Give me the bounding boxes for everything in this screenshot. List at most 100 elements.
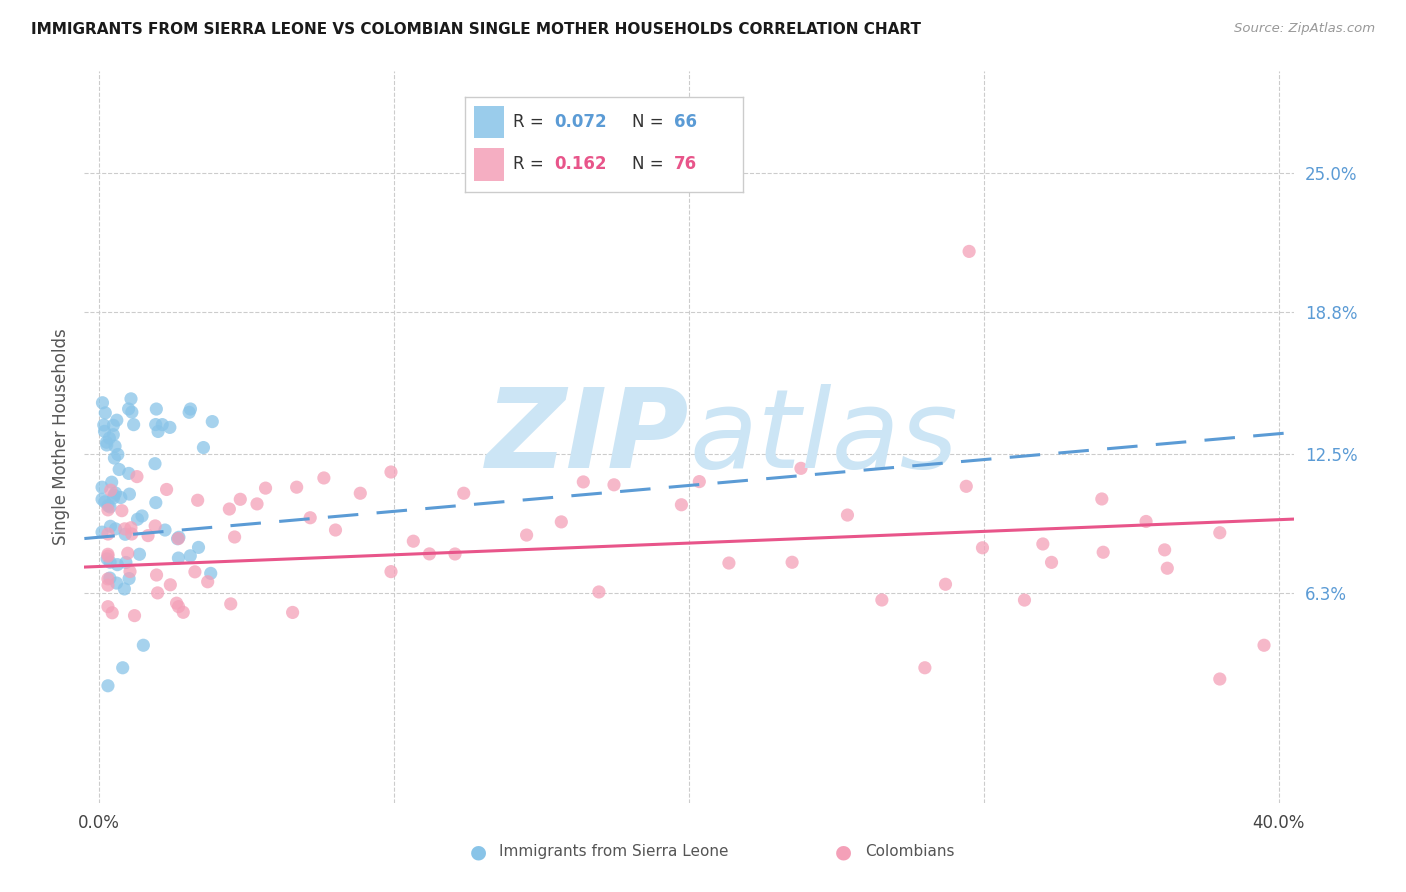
Point (115, 556, 138, 570)
Point (790, 461, 813, 475)
Point (1153, 542, 1175, 557)
Point (1092, 545, 1115, 559)
Point (281, 606, 304, 620)
Point (1156, 561, 1178, 575)
Point (1253, 638, 1275, 652)
Point (96, 552, 118, 566)
Point (97, 527, 120, 541)
Point (145, 402, 167, 417)
Point (219, 597, 242, 611)
Point (166, 596, 188, 610)
Point (145, 417, 167, 432)
Point (516, 528, 538, 542)
Point (197, 574, 219, 589)
Point (118, 565, 141, 579)
Point (114, 522, 136, 536)
Point (588, 585, 610, 599)
Point (103, 427, 125, 442)
Point (1209, 525, 1232, 540)
Point (184, 565, 207, 579)
Point (179, 405, 201, 419)
Point (955, 479, 977, 493)
Point (100, 483, 122, 497)
Point (101, 606, 124, 620)
Point (97, 503, 120, 517)
Text: Immigrants from Sierra Leone: Immigrants from Sierra Leone (499, 845, 728, 859)
Point (153, 523, 176, 537)
Point (124, 608, 146, 623)
Point (671, 498, 693, 512)
Point (246, 497, 269, 511)
Point (125, 469, 148, 483)
Point (603, 478, 626, 492)
Point (103, 418, 125, 433)
Point (97, 549, 120, 563)
Point (93, 425, 115, 439)
Point (110, 491, 132, 505)
Text: IMMIGRANTS FROM SIERRA LEONE VS COLOMBIAN SINGLE MOTHER HOUSEHOLDS CORRELATION C: IMMIGRANTS FROM SIERRA LEONE VS COLOMBIA… (31, 22, 921, 37)
Point (97, 572, 120, 586)
Point (1209, 672, 1232, 686)
Point (94, 406, 117, 420)
Point (136, 528, 159, 542)
Point (103, 491, 125, 505)
Point (1040, 555, 1063, 569)
Point (453, 486, 475, 500)
Point (127, 512, 149, 526)
Point (167, 530, 190, 544)
Point (218, 502, 240, 516)
Text: Colombians: Colombians (865, 845, 955, 859)
Point (100, 475, 122, 490)
Point (97, 578, 120, 592)
Point (111, 661, 134, 675)
Point (94, 495, 117, 509)
Point (1032, 537, 1054, 551)
Text: ●: ● (470, 842, 486, 862)
Point (200, 566, 222, 581)
Point (97, 499, 120, 513)
Point (312, 471, 335, 485)
Point (167, 551, 190, 566)
Point (104, 486, 127, 500)
Point (118, 572, 141, 586)
Point (380, 465, 402, 479)
Point (166, 532, 188, 546)
Point (98, 500, 121, 514)
Point (572, 475, 595, 489)
Point (97, 679, 120, 693)
Point (128, 547, 150, 561)
Point (143, 457, 166, 471)
Point (105, 413, 128, 427)
Point (103, 488, 125, 502)
Point (121, 527, 143, 541)
Point (167, 532, 190, 546)
Point (780, 555, 803, 569)
Point (172, 605, 194, 619)
Point (550, 515, 572, 529)
Point (179, 402, 201, 417)
Point (120, 521, 142, 535)
Point (98, 555, 121, 569)
Point (1014, 593, 1036, 607)
Point (402, 534, 425, 549)
Point (444, 547, 467, 561)
Point (117, 546, 139, 560)
Point (107, 447, 129, 461)
Point (193, 441, 215, 455)
Text: Source: ZipAtlas.com: Source: ZipAtlas.com (1234, 22, 1375, 36)
Point (972, 541, 994, 555)
Point (118, 487, 141, 501)
Point (325, 523, 347, 537)
Point (145, 568, 167, 582)
Point (1135, 515, 1157, 529)
Point (98, 431, 121, 445)
Point (1091, 491, 1114, 506)
Point (96, 435, 118, 450)
Point (91, 480, 114, 494)
Point (121, 405, 143, 419)
Point (145, 495, 167, 509)
Point (870, 593, 893, 607)
Point (155, 483, 177, 497)
Text: atlas: atlas (689, 384, 957, 491)
Point (914, 661, 936, 675)
